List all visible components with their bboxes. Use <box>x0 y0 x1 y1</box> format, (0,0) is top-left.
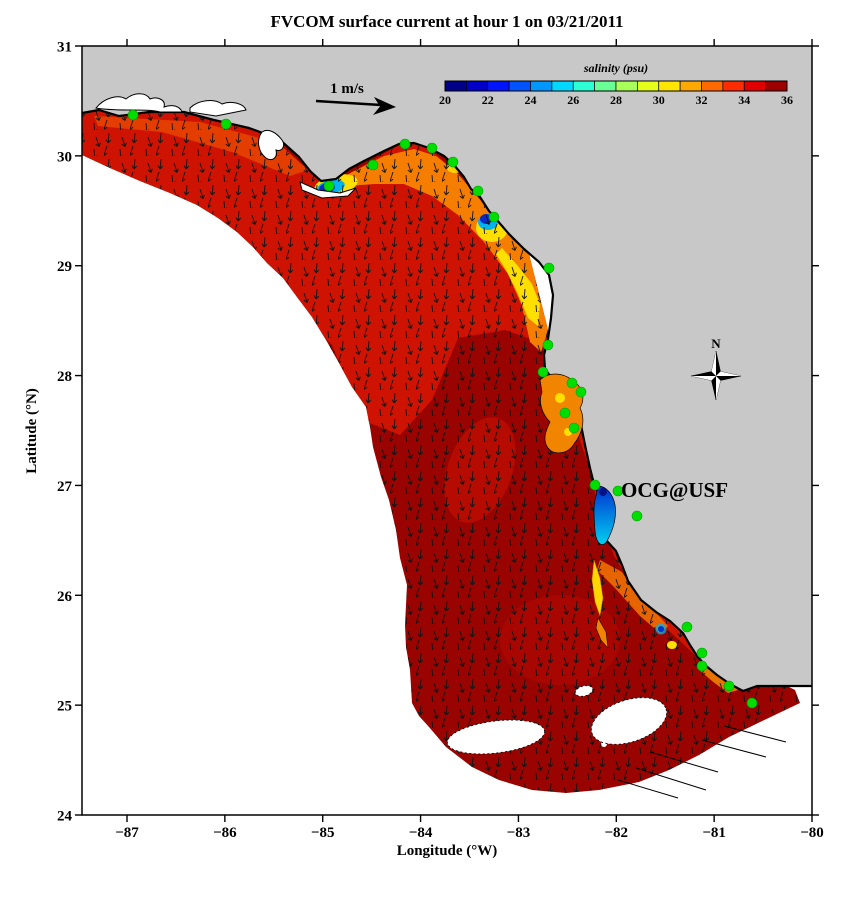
colorbar-tick-label: 24 <box>525 93 537 107</box>
x-tick-label: −80 <box>800 825 824 841</box>
southeast-current-streaks <box>617 725 787 799</box>
station-marker <box>589 479 601 491</box>
scale-arrow: 1 m/s <box>315 81 396 115</box>
station-marker <box>566 377 578 389</box>
plot-frame <box>81 45 813 816</box>
colorbar-segment <box>444 80 467 92</box>
watermark-text: OCG@USF <box>621 478 728 502</box>
y-tick-label: 27 <box>57 479 73 495</box>
station-marker <box>681 621 693 633</box>
colorbar-tick-label: 22 <box>482 93 494 107</box>
colorbar-segment <box>466 80 489 92</box>
compass-rose: N <box>690 336 742 401</box>
scale-label: 1 m/s <box>330 81 364 97</box>
station-marker <box>472 185 484 197</box>
station-marker <box>542 339 554 351</box>
station-marker <box>323 180 335 192</box>
colorbar-title: salinity (psu) <box>583 61 648 75</box>
colorbar-segment <box>743 80 766 92</box>
x-axis-label: Longitude (°W) <box>397 843 498 859</box>
figure-title: FVCOM surface current at hour 1 on 03/21… <box>270 12 623 31</box>
colorbar-tick-label: 34 <box>738 93 750 107</box>
colorbar: salinity (psu) 20 22 24 26 28 30 32 34 36 <box>439 61 793 107</box>
colorbar-segment <box>508 80 531 92</box>
station-marker <box>746 697 758 709</box>
x-tick-label: −81 <box>702 825 726 841</box>
y-tick-label: 24 <box>57 808 73 824</box>
colorbar-segment <box>615 80 638 92</box>
x-tick-label: −87 <box>115 825 139 841</box>
colorbar-segments <box>444 80 788 92</box>
north-label: N <box>711 336 721 351</box>
station-marker <box>367 159 379 171</box>
colorbar-segment <box>658 80 681 92</box>
x-tick-label: −86 <box>213 825 237 841</box>
colorbar-tick-labels: 20 22 24 26 28 30 32 34 36 <box>439 93 793 107</box>
station-marker <box>568 422 580 434</box>
colorbar-tick-label: 32 <box>696 93 708 107</box>
colorbar-segment <box>551 80 574 92</box>
station-marker <box>575 386 587 398</box>
y-tick-label: 31 <box>57 40 72 56</box>
panhandle-lagoons <box>95 93 357 199</box>
coastline <box>81 108 812 693</box>
land-region <box>82 46 812 691</box>
colorbar-tick-label: 36 <box>781 93 793 107</box>
station-marker <box>488 211 500 223</box>
keys-shoals <box>446 685 668 755</box>
station-marker <box>220 118 232 130</box>
station-marker <box>537 366 549 378</box>
station-markers <box>127 109 758 709</box>
x-tick-label: −85 <box>311 825 335 841</box>
station-marker <box>447 156 459 168</box>
station-marker <box>399 138 411 150</box>
y-tick-label: 25 <box>57 699 72 715</box>
axis-ticks: −87 −86 −85 −84 −83 −82 −81 −80 31 30 29 28 27 26 25 24 <box>57 39 824 841</box>
colorbar-segment <box>594 80 617 92</box>
colorbar-segment <box>679 80 702 92</box>
tampa-bay <box>593 485 616 545</box>
station-marker <box>612 485 624 497</box>
x-tick-label: −82 <box>605 825 629 841</box>
colorbar-segment <box>765 80 788 92</box>
colorbar-tick-label: 26 <box>567 93 579 107</box>
x-tick-label: −84 <box>409 825 433 841</box>
y-tick-label: 28 <box>57 369 72 385</box>
station-marker <box>723 680 735 692</box>
station-marker <box>631 510 643 522</box>
colorbar-tick-label: 28 <box>610 93 622 107</box>
station-marker <box>696 660 708 672</box>
colorbar-segment <box>701 80 724 92</box>
station-marker <box>696 647 708 659</box>
station-marker <box>559 407 571 419</box>
colorbar-segment <box>722 80 745 92</box>
colorbar-tick-label: 30 <box>653 93 665 107</box>
y-tick-label: 26 <box>57 589 73 605</box>
colorbar-segment <box>530 80 553 92</box>
colorbar-segment <box>572 80 595 92</box>
station-marker <box>543 262 555 274</box>
y-tick-label: 29 <box>57 259 72 275</box>
station-marker <box>127 109 139 121</box>
colorbar-tick-label: 20 <box>439 93 451 107</box>
y-axis-label: Latitude (°N) <box>24 388 40 474</box>
colorbar-segment <box>637 80 660 92</box>
x-tick-label: −83 <box>507 825 531 841</box>
y-tick-label: 30 <box>57 149 72 165</box>
colorbar-segment <box>487 80 510 92</box>
station-marker <box>426 142 438 154</box>
